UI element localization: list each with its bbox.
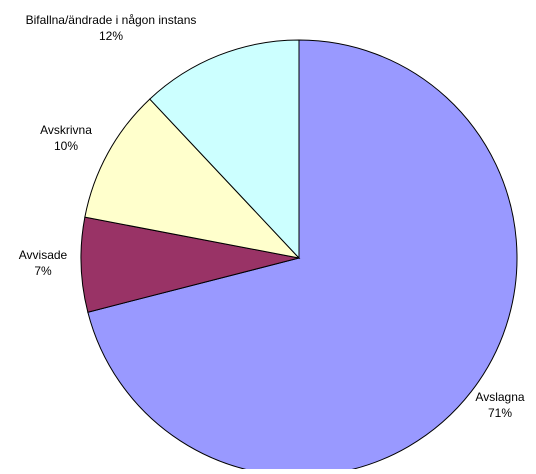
slice-label: Avvisade [19,248,68,262]
pie-slice-avskrivna [84,98,301,259]
slice-label: Avslagna [475,390,524,404]
pie-labels: Avslagna 71% Avvisade 7% Avskrivna 10% Bifalln… [19,13,525,420]
slice-percent-label: 10% [54,139,78,153]
slice-percent-label: 71% [488,406,512,420]
slice-percent-label: 12% [99,29,123,43]
slice-label: Avskrivna [40,123,92,137]
slice-percent-label: 7% [34,264,52,278]
pie-slice-bifallna [149,39,300,260]
pie-slice-avslagna [87,39,518,474]
pie-slices [80,39,518,474]
slice-label: Bifallna/ändrade i någon instans [26,13,197,27]
